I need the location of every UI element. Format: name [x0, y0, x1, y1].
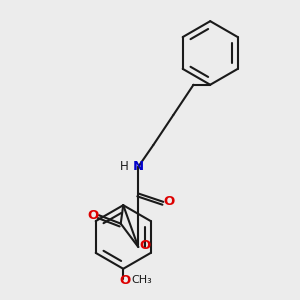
Text: O: O: [119, 274, 130, 287]
Text: O: O: [164, 195, 175, 208]
Text: O: O: [140, 239, 151, 252]
Text: H: H: [120, 160, 129, 173]
Text: CH₃: CH₃: [131, 275, 152, 286]
Text: O: O: [87, 209, 99, 222]
Text: N: N: [133, 160, 144, 173]
